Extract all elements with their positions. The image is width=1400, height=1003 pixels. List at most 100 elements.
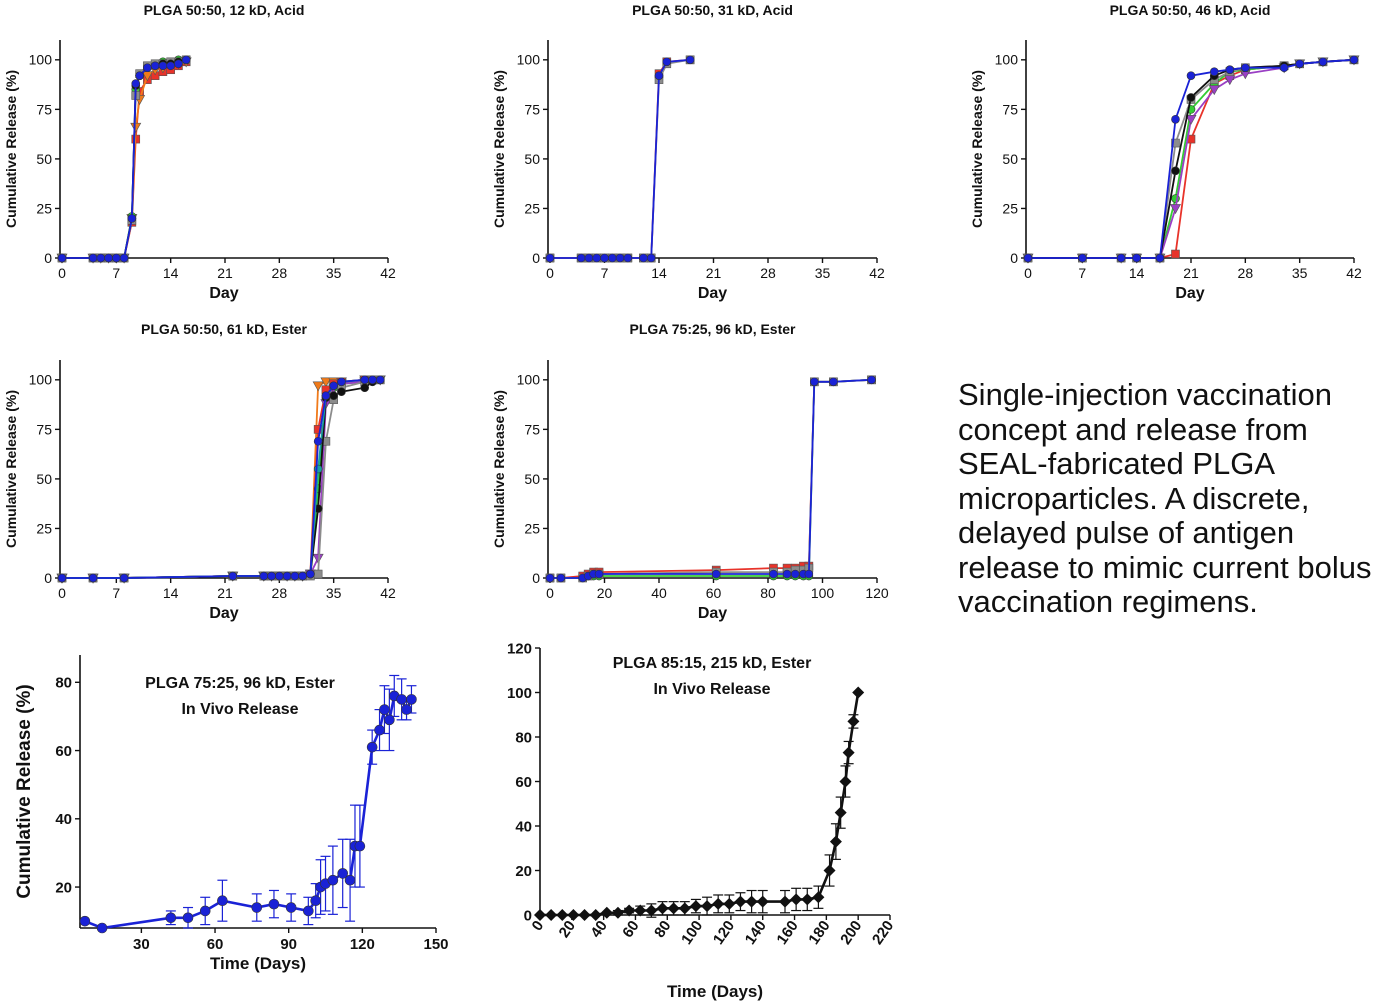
data-point (1209, 67, 1219, 77)
series-green (57, 375, 385, 583)
data-point (1171, 114, 1180, 124)
data-point (556, 573, 566, 583)
data-point (174, 59, 183, 69)
series-line (62, 58, 187, 259)
x-tick-label: 180 (805, 918, 833, 948)
x-tick-label: 14 (651, 265, 667, 281)
data-point (251, 902, 263, 913)
y-tick-label: 50 (36, 471, 52, 487)
data-point (310, 895, 321, 907)
x-tick-label: 80 (651, 918, 674, 941)
x-tick-label: 0 (58, 585, 66, 601)
y-tick-label: 0 (532, 250, 540, 266)
data-point (337, 377, 346, 387)
data-point (685, 55, 695, 65)
chart-title: PLGA 75:25, 96 kD, Ester (145, 675, 335, 692)
data-point (360, 375, 370, 385)
data-point (847, 715, 860, 728)
y-tick-label: 20 (55, 879, 72, 896)
data-point (303, 905, 314, 917)
data-point (701, 900, 714, 913)
data-point (119, 253, 129, 263)
data-point (1225, 65, 1235, 75)
chart-title: PLGA 50:50, 46 kD, Acid (1110, 2, 1271, 18)
data-point (306, 569, 315, 579)
series-red (57, 375, 385, 583)
series-black (57, 55, 191, 263)
chart-title: PLGA 50:50, 12 kD, Acid (144, 2, 305, 18)
data-point (589, 909, 602, 921)
chart-plga-5050-31kd: 0 7 14 21 28 35 42 0 25 50 75 100 Day Cumulative Rele… (491, 2, 885, 302)
y-tick-label: 100 (995, 52, 1019, 68)
data-point (406, 694, 417, 705)
caption-line: release to mimic current bolus (958, 549, 1372, 585)
x-axis-label: Day (1175, 285, 1204, 302)
y-tick-label: 25 (36, 520, 52, 536)
chart-subtitle: In Vivo Release (181, 701, 298, 718)
data-point (320, 377, 332, 388)
x-tick-label: 150 (423, 936, 448, 953)
x-tick-label: 40 (587, 918, 610, 941)
data-point (600, 253, 609, 263)
data-point (1132, 253, 1141, 263)
x-axis-label: Day (698, 605, 727, 622)
series-orange (56, 57, 192, 264)
x-tick-label: 140 (742, 918, 770, 948)
x-tick-label: 21 (217, 265, 233, 281)
data-point (379, 704, 390, 715)
x-tick-label: 42 (380, 585, 396, 601)
data-point (623, 253, 633, 263)
data-point (1185, 114, 1197, 125)
data-point (57, 573, 67, 583)
x-tick-label: 100 (811, 585, 835, 601)
y-tick-label: 100 (507, 685, 532, 702)
series-line (550, 58, 691, 259)
data-point (337, 387, 346, 397)
x-tick-label: 28 (1238, 265, 1254, 281)
x-tick-label: 0 (546, 265, 554, 281)
data-point (829, 835, 842, 848)
y-tick-label: 20 (515, 863, 532, 880)
data-point (181, 55, 191, 65)
x-tick-label: 0 (1024, 265, 1032, 281)
data-point (839, 775, 852, 788)
data-point (584, 253, 594, 263)
data-point (329, 391, 338, 400)
data-point (1349, 55, 1359, 65)
data-point (112, 253, 121, 263)
x-tick-label: 200 (837, 918, 865, 948)
data-point (576, 253, 586, 263)
data-point (166, 61, 175, 71)
y-axis-label: Cumulative Release (%) (14, 684, 35, 898)
data-point (337, 868, 349, 879)
series-line (550, 378, 872, 579)
data-point (639, 253, 648, 263)
data-point (556, 909, 569, 921)
x-tick-label: 21 (1183, 265, 1199, 281)
x-tick-label: 42 (380, 265, 396, 281)
x-tick-label: 40 (651, 585, 667, 601)
data-point (656, 902, 669, 915)
data-point (366, 741, 378, 753)
data-point (88, 253, 98, 263)
data-point (1186, 93, 1196, 102)
series-orange (56, 375, 386, 584)
figure-caption: Single-injection vaccination concept and… (958, 377, 1398, 620)
x-tick-label: 14 (1129, 265, 1145, 281)
x-tick-label: 20 (556, 918, 579, 941)
series-green (545, 375, 876, 583)
x-tick-label: 7 (601, 265, 609, 281)
series-in-vivo (79, 674, 417, 934)
y-tick-label: 75 (36, 101, 52, 117)
y-tick-label: 50 (524, 471, 540, 487)
x-tick-label: 14 (163, 265, 179, 281)
x-tick-label: 42 (869, 265, 885, 281)
series-red (1023, 55, 1359, 263)
series-line (550, 378, 872, 579)
data-point (290, 571, 300, 581)
data-point (375, 375, 385, 385)
data-point (1171, 138, 1180, 148)
y-tick-label: 0 (532, 570, 540, 586)
data-point (158, 61, 168, 71)
series-line (62, 378, 381, 579)
